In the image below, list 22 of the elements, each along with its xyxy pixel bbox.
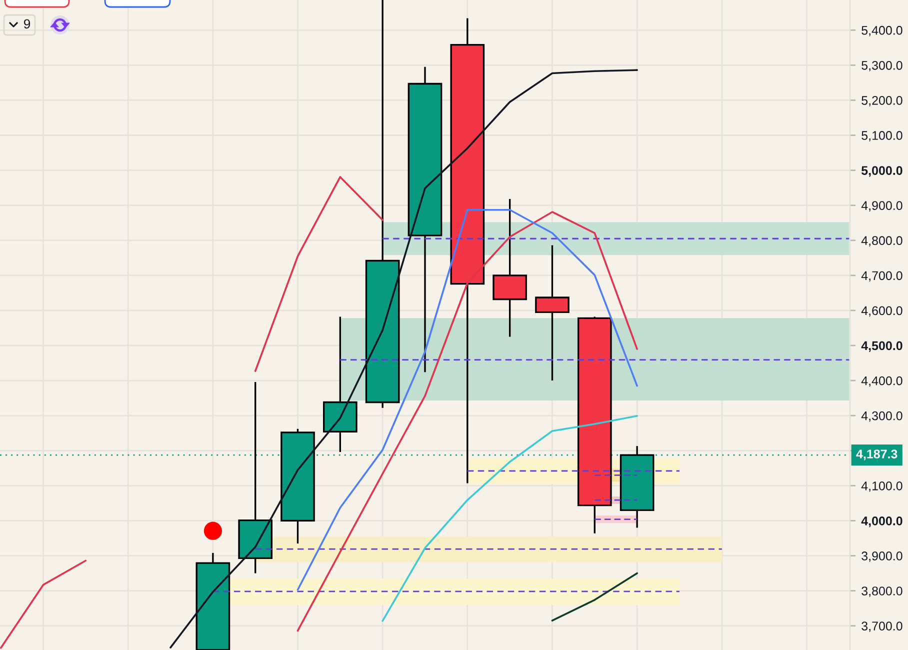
- y-tick-label: 3,700.0: [862, 622, 902, 632]
- y-tick-label: 5,200.0: [862, 96, 902, 106]
- line-series: [170, 69, 638, 648]
- y-tick-label: 5,100.0: [862, 131, 902, 142]
- y-tick-label: 3,800.0: [862, 586, 902, 597]
- y-tick-label: 4,900.0: [861, 201, 902, 212]
- y-tick-label: 4,300.0: [861, 411, 902, 422]
- y-tick-label: 4,500.0: [861, 341, 902, 352]
- y-tick-label: 4,600.0: [861, 306, 902, 317]
- y-tick-label: 4,000.0: [861, 516, 902, 528]
- ref-line-label: 4,187.3: [856, 450, 898, 460]
- candlestick: [535, 244, 570, 382]
- y-tick-label: 4,100.0: [861, 481, 902, 492]
- y-tick-label: 4,400.0: [861, 376, 902, 387]
- y-tick-label: 4,800.0: [861, 236, 902, 247]
- y-tick-label: 5,400.0: [862, 26, 902, 36]
- y-tick-label: 3,900.0: [862, 552, 902, 562]
- line-series: [382, 415, 638, 622]
- annotation: 9: [24, 19, 30, 29]
- y-tick-label: 4,700.0: [861, 271, 902, 282]
- y-tick-label: 5,300.0: [862, 60, 902, 72]
- y-tick-label: 5,000.0: [861, 166, 902, 177]
